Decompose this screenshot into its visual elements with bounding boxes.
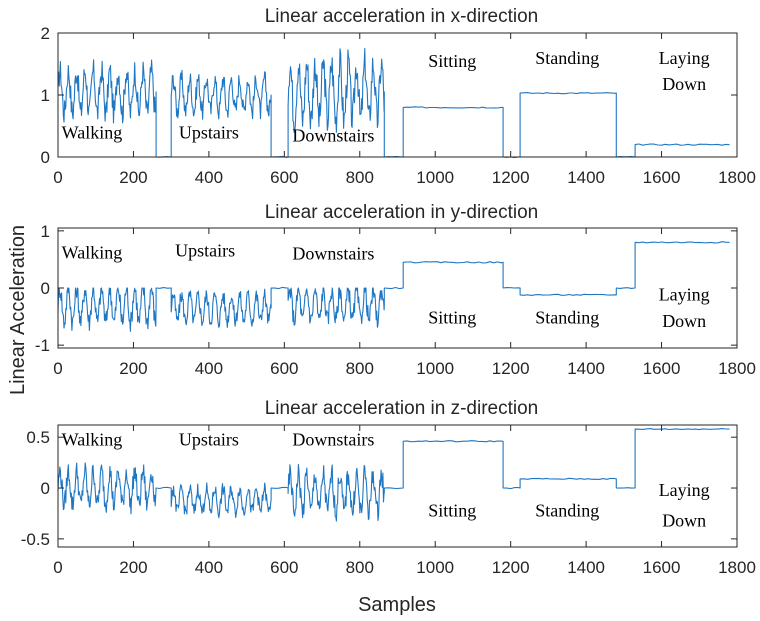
x-tick-label: 1400 xyxy=(567,359,605,378)
activity-label: Upstairs xyxy=(175,241,235,261)
activity-label: Laying xyxy=(659,480,710,500)
y-tick-label: 0 xyxy=(41,279,50,298)
x-tick-label: 0 xyxy=(53,168,62,187)
panel-title: Linear acceleration in x-direction xyxy=(265,6,539,27)
y-tick-label: 0 xyxy=(41,479,50,498)
activity-label: Laying xyxy=(659,285,710,305)
x-tick-label: 400 xyxy=(195,168,223,187)
activity-label: Walking xyxy=(62,242,123,262)
activity-label: Downstairs xyxy=(292,429,374,449)
panel-title: Linear acceleration in z-direction xyxy=(265,398,539,419)
x-tick-label: 200 xyxy=(119,359,147,378)
x-tick-label: 1000 xyxy=(416,359,454,378)
x-tick-label: 1200 xyxy=(492,168,530,187)
x-tick-label: 1600 xyxy=(643,359,681,378)
x-tick-label: 1400 xyxy=(567,168,605,187)
activity-label: Down xyxy=(662,511,706,531)
x-tick-label: 1000 xyxy=(416,558,454,577)
panel-title: Linear acceleration in y-direction xyxy=(265,202,539,223)
x-tick-label: 800 xyxy=(346,359,374,378)
x-tick-label: 1800 xyxy=(718,168,756,187)
x-tick-label: 1200 xyxy=(492,359,530,378)
activity-label: Sitting xyxy=(428,307,476,327)
x-tick-label: 1800 xyxy=(718,558,756,577)
y-tick-label: -1 xyxy=(35,336,50,355)
x-tick-label: 1800 xyxy=(718,359,756,378)
x-tick-label: 1600 xyxy=(643,168,681,187)
activity-label: Downstairs xyxy=(292,126,374,146)
x-tick-label: 400 xyxy=(195,359,223,378)
activity-label: Upstairs xyxy=(179,122,239,142)
x-tick-label: 0 xyxy=(53,558,62,577)
y-tick-label: 1 xyxy=(41,86,50,105)
x-tick-label: 600 xyxy=(270,168,298,187)
activity-label: Downstairs xyxy=(292,243,374,263)
activity-label: Sitting xyxy=(428,51,476,71)
panel-1: Linear acceleration in x-direction 0 200 40… xyxy=(41,6,756,187)
signal-line xyxy=(57,428,730,522)
plot-frame xyxy=(57,32,738,158)
y-tick-label: -0.5 xyxy=(21,530,50,549)
y-tick-label: 2 xyxy=(41,24,50,43)
x-tick-label: 600 xyxy=(270,359,298,378)
y-tick-label: 0 xyxy=(41,148,50,167)
panel-3: Linear acceleration in z-direction 0 200 40… xyxy=(21,398,756,577)
signal-line xyxy=(57,241,730,332)
x-tick-label: 200 xyxy=(119,168,147,187)
y-tick-label: 0.5 xyxy=(26,428,50,447)
activity-label: Walking xyxy=(62,429,123,449)
x-tick-label: 0 xyxy=(53,359,62,378)
activity-label: Sitting xyxy=(428,501,476,521)
plot-frame xyxy=(57,424,738,548)
activity-label: Standing xyxy=(535,48,599,68)
activity-label: Walking xyxy=(62,122,123,142)
x-tick-label: 200 xyxy=(119,558,147,577)
x-tick-label: 1000 xyxy=(416,168,454,187)
panel-2: Linear acceleration in y-direction 0 200 40… xyxy=(35,202,756,378)
x-tick-label: 600 xyxy=(270,558,298,577)
x-tick-label: 1600 xyxy=(643,558,681,577)
shared-ylabel: Linear Acceleration xyxy=(7,225,29,395)
activity-label: Down xyxy=(662,311,706,331)
x-tick-label: 400 xyxy=(195,558,223,577)
activity-label: Laying xyxy=(659,48,710,68)
x-tick-label: 800 xyxy=(346,168,374,187)
x-tick-label: 1200 xyxy=(492,558,530,577)
shared-xlabel: Samples xyxy=(358,594,436,616)
x-tick-label: 1400 xyxy=(567,558,605,577)
activity-label: Standing xyxy=(535,501,599,521)
activity-label: Down xyxy=(662,74,706,94)
x-tick-label: 800 xyxy=(346,558,374,577)
signal-line xyxy=(57,47,730,159)
activity-label: Standing xyxy=(535,307,599,327)
activity-label: Upstairs xyxy=(179,429,239,449)
y-tick-label: 1 xyxy=(41,222,50,241)
